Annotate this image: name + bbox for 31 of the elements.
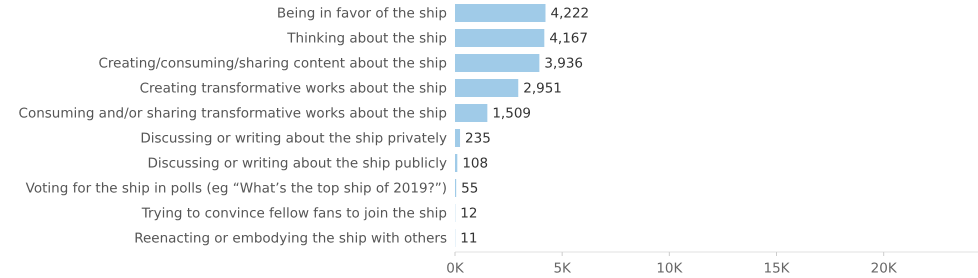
data-label: 12 (460, 206, 478, 222)
y-tick-label: Discussing or writing about the ship privately (140, 130, 447, 147)
x-tick-label: 0K (446, 260, 465, 277)
x-tick-label: 15K (764, 260, 791, 277)
bar (455, 54, 540, 72)
data-label: 108 (462, 156, 488, 172)
x-tick-label: 10K (656, 260, 684, 277)
y-tick-label: Discussing or writing about the ship publicly (147, 156, 448, 172)
data-label: 4,222 (550, 6, 590, 22)
data-label: 2,951 (523, 80, 562, 97)
bar (455, 129, 460, 147)
data-label: 11 (460, 230, 478, 247)
data-label: 3,936 (544, 56, 584, 72)
y-tick-label: Being in favor of the ship (276, 6, 447, 22)
bar (455, 29, 544, 47)
bar (455, 79, 518, 97)
y-tick-label: Consuming and/or sharing transformative works about the ship (18, 106, 447, 122)
bar (455, 4, 546, 22)
y-tick-label: Thinking about the ship (286, 30, 447, 47)
bar (455, 104, 488, 122)
data-label: 55 (461, 180, 478, 197)
y-tick-label: Reenacting or embodying the ship with others (134, 230, 447, 247)
y-tick-label: Voting for the ship in polls (eg “What’s the top ship of 2019?”) (26, 180, 447, 197)
data-label: 1,509 (492, 106, 531, 122)
y-tick-label: Trying to convince fellow fans to join the ship (140, 206, 447, 222)
x-tick-label: 20K (870, 260, 898, 277)
y-tick-label: Creating transformative works about the ship (140, 80, 447, 97)
data-label: 235 (465, 130, 491, 147)
data-label: 4,167 (549, 30, 588, 47)
y-tick-label: Creating/consuming/sharing content about the ship (98, 56, 447, 72)
x-tick-label: 5K (553, 260, 572, 277)
